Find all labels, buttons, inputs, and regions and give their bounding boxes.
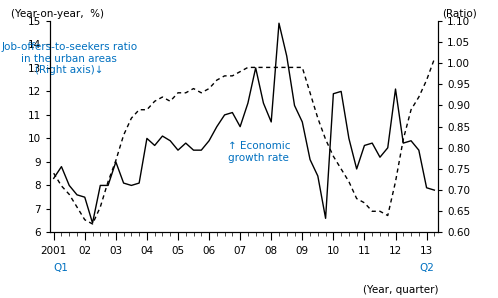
- Text: (Year-on-year,  %): (Year-on-year, %): [11, 9, 104, 19]
- Text: ↑ Economic
growth rate: ↑ Economic growth rate: [229, 141, 291, 163]
- Text: Q2: Q2: [419, 263, 434, 273]
- Text: (Year, quarter): (Year, quarter): [363, 285, 438, 295]
- Text: (Ratio): (Ratio): [442, 9, 477, 19]
- Text: Q1: Q1: [54, 263, 69, 273]
- Text: Job-offers-to-seekers ratio
in the urban areas
(Right axis)↓: Job-offers-to-seekers ratio in the urban…: [1, 42, 137, 75]
